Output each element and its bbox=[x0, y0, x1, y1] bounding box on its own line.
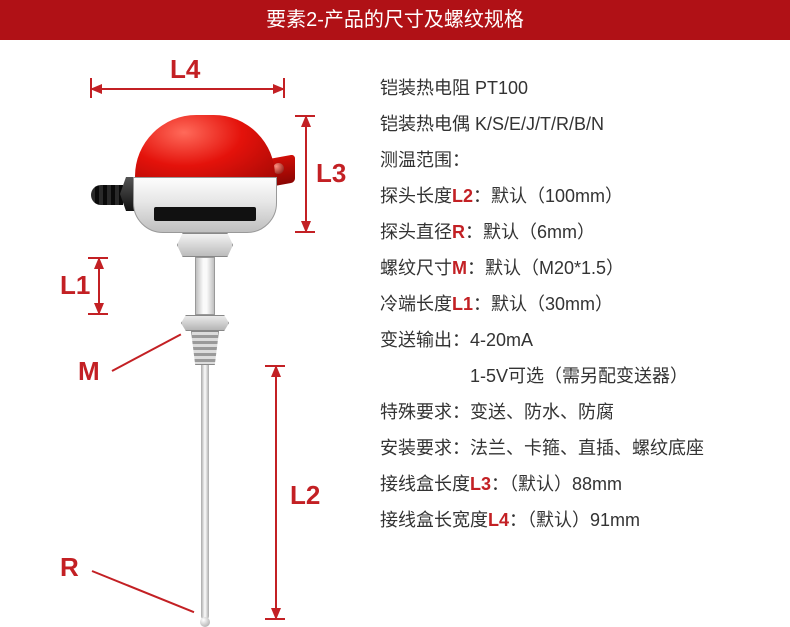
spec-r-prefix: 探头直径 bbox=[380, 222, 452, 242]
spec-l1-key: L1 bbox=[452, 294, 473, 314]
cable-gland-grip bbox=[91, 185, 123, 205]
spec-tc: 铠装热电偶 K/S/E/J/T/R/B/N bbox=[380, 106, 770, 142]
spec-l2-prefix: 探头长度 bbox=[380, 186, 452, 206]
spec-install: 安装要求：法兰、卡箍、直插、螺纹底座 bbox=[380, 430, 770, 466]
spec-list: 铠装热电阻 PT100 铠装热电偶 K/S/E/J/T/R/B/N 测温范围： … bbox=[370, 40, 790, 618]
dim-label-l3: L3 bbox=[316, 158, 346, 189]
spec-l3: 接线盒长度L3：（默认）88mm bbox=[380, 466, 770, 502]
spec-l3-suffix: ：（默认）88mm bbox=[491, 474, 622, 494]
dim-l4-arrow-l bbox=[90, 84, 102, 94]
spec-l4-key: L4 bbox=[488, 510, 509, 530]
spec-l4-prefix: 接线盒长宽度 bbox=[380, 510, 488, 530]
spec-output-1: 变送输出：4-20mA bbox=[380, 322, 770, 358]
dim-l3-line bbox=[305, 115, 307, 233]
spec-l2-suffix: ：默认（100mm） bbox=[473, 186, 623, 206]
spec-l3-key: L3 bbox=[470, 474, 491, 494]
dim-l3-arrow-d bbox=[301, 221, 311, 233]
spec-r: 探头直径R：默认（6mm） bbox=[380, 214, 770, 250]
head-body bbox=[133, 177, 277, 233]
cold-end-stem bbox=[195, 257, 215, 315]
spec-m: 螺纹尺寸M：默认（M20*1.5） bbox=[380, 250, 770, 286]
dim-l4-line bbox=[90, 88, 285, 90]
spec-range: 测温范围： bbox=[380, 142, 770, 178]
head-cap-dome bbox=[135, 115, 275, 185]
spec-l4-suffix: ：（默认）91mm bbox=[509, 510, 640, 530]
spec-l4: 接线盒长宽度L4：（默认）91mm bbox=[380, 502, 770, 538]
content-row: L4 L3 L1 M L2 R bbox=[0, 40, 790, 618]
spec-r-suffix: ：默认（6mm） bbox=[465, 222, 595, 242]
product-illustration bbox=[95, 115, 295, 625]
spec-m-key: M bbox=[452, 258, 467, 278]
spec-m-prefix: 螺纹尺寸 bbox=[380, 258, 452, 278]
dim-label-l4: L4 bbox=[170, 54, 200, 85]
spec-l1-suffix: ：默认（30mm） bbox=[473, 294, 613, 314]
head-label-plate bbox=[154, 207, 256, 221]
spec-special: 特殊要求：变送、防水、防腐 bbox=[380, 394, 770, 430]
diagram-area: L4 L3 L1 M L2 R bbox=[0, 40, 370, 618]
spec-output-2: 1-5V可选（需另配变送器） bbox=[380, 358, 770, 394]
dim-label-l1: L1 bbox=[60, 270, 90, 301]
dim-l4-arrow-r bbox=[273, 84, 285, 94]
spec-m-suffix: ：默认（M20*1.5） bbox=[467, 258, 624, 278]
dim-l3-arrow-u bbox=[301, 115, 311, 127]
spec-r-key: R bbox=[452, 222, 465, 242]
spec-rtd: 铠装热电阻 PT100 bbox=[380, 70, 770, 106]
dim-label-r: R bbox=[60, 552, 79, 583]
spec-l3-prefix: 接线盒长度 bbox=[380, 474, 470, 494]
header-banner: 要素2-产品的尺寸及螺纹规格 bbox=[0, 0, 790, 40]
thread-section bbox=[191, 331, 219, 365]
probe-tip bbox=[200, 617, 210, 627]
thread-hex-flange bbox=[181, 315, 229, 331]
spec-l2-key: L2 bbox=[452, 186, 473, 206]
spec-l1-prefix: 冷端长度 bbox=[380, 294, 452, 314]
spec-l2: 探头长度L2：默认（100mm） bbox=[380, 178, 770, 214]
probe-tube bbox=[201, 365, 209, 620]
neck-hex-nut bbox=[177, 233, 233, 257]
spec-l1: 冷端长度L1：默认（30mm） bbox=[380, 286, 770, 322]
